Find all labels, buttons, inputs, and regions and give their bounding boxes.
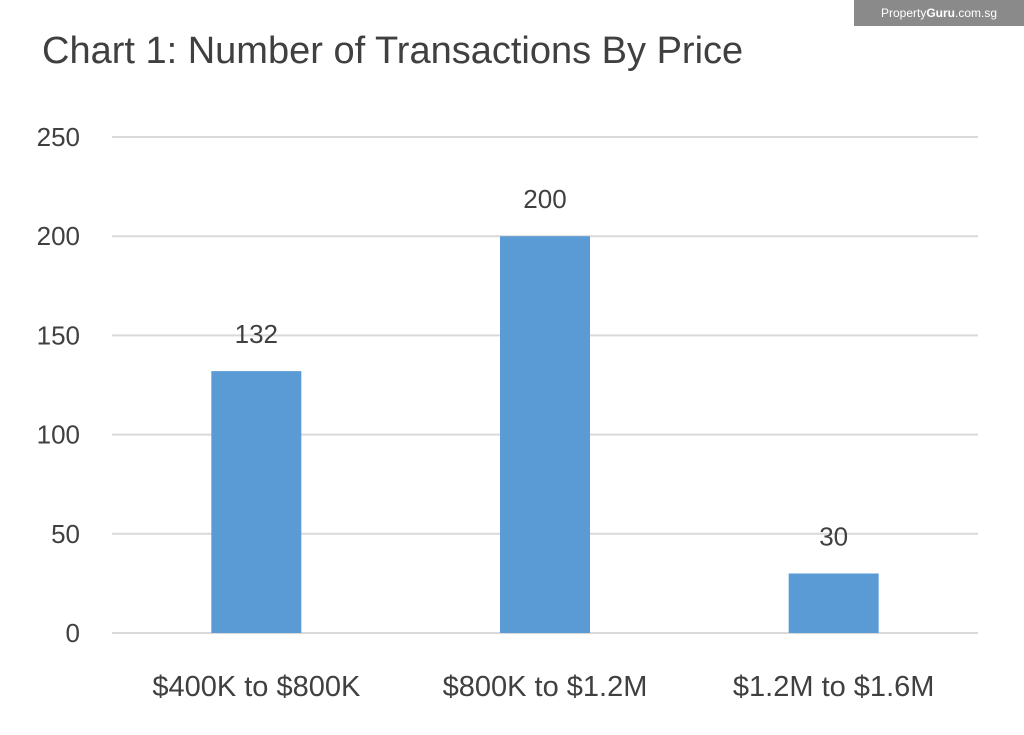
chart-title: Chart 1: Number of Transactions By Price (42, 30, 744, 72)
y-tick-label: 100 (37, 420, 80, 450)
watermark-prefix: Property (880, 6, 927, 20)
data-label: 200 (523, 184, 566, 214)
y-tick-label: 50 (51, 519, 80, 549)
data-label: 132 (235, 319, 278, 349)
bar (500, 236, 590, 633)
y-tick-label: 0 (66, 618, 80, 648)
bar (788, 573, 879, 633)
y-tick-label: 150 (37, 320, 80, 350)
y-tick-label: 200 (37, 221, 80, 251)
propertyguru-watermark: PropertyGuru.com.sg (854, 0, 1024, 26)
watermark-bold: Guru (926, 6, 955, 20)
y-tick-label: 250 (37, 122, 80, 152)
watermark-suffix: .com.sg (955, 6, 998, 20)
bar (211, 371, 302, 633)
data-label: 30 (819, 521, 848, 551)
x-tick-label: $400K to $800K (152, 671, 361, 703)
x-tick-label: $800K to $1.2M (443, 671, 648, 703)
x-tick-label: $1.2M to $1.6M (733, 671, 935, 703)
